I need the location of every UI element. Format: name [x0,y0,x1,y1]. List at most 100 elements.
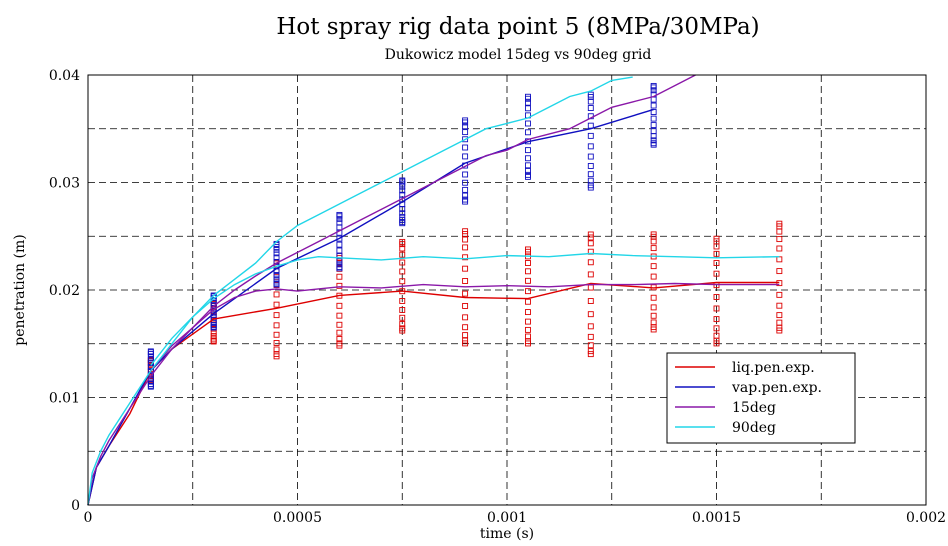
scatter-point [525,260,531,266]
scatter-point [713,316,720,323]
scatter-point [650,115,657,122]
scatter-point [776,268,783,275]
scatter-point [525,155,531,162]
y-tick-label: 0.03 [49,176,80,192]
chart-subtitle: Dukowicz model 15deg vs 90deg grid [385,47,652,63]
scatter-point [587,171,594,178]
scatter-point [650,122,657,129]
scatter-point [273,351,280,357]
scatter-point [273,346,280,353]
scatter-point [462,244,469,251]
scatter-point [525,326,531,333]
scatter-point [336,219,343,226]
series-line [150,252,780,366]
scatter-point [399,314,406,321]
grid [88,75,926,505]
scatter-point [525,288,531,295]
scatter-point [336,302,343,309]
scatter-point [210,310,217,317]
scatter-point [336,273,343,280]
series-line [87,281,780,506]
scatter-point [147,368,154,374]
legend-label: 90deg [732,420,776,436]
scatter-point [525,173,531,180]
scatter-point [462,303,469,309]
scatter-point [525,309,531,316]
scatter-point [399,298,406,304]
scatter-point [650,263,657,270]
scatter-point [650,273,657,280]
scatter-point [587,122,594,129]
scatter-point [525,120,531,127]
scatter-point [273,291,280,298]
scatter-point [399,191,406,198]
scatter-point [525,105,531,112]
scatter-point [525,99,531,106]
scatter-point [462,117,469,124]
scatter-point [399,187,406,194]
scatter-point [336,241,343,248]
scatter-point [462,171,469,178]
scatter-point [525,298,531,305]
scatter-point [336,211,343,218]
scatter-point [713,305,720,312]
series-lines [87,74,780,506]
scatter-point [713,235,720,242]
scatter-point [462,186,469,193]
scatter-point [776,220,783,227]
x-tick-label: 0.0005 [273,510,322,526]
scatter-point [273,275,280,282]
scatter-point [273,312,280,319]
legend-label: vap.pen.exp. [731,380,822,396]
scatter-point [587,259,594,266]
scatter-point [776,312,783,319]
scatter-point [462,314,469,321]
scatter-point [525,318,531,325]
scatter-point [587,98,594,105]
scatter-point [587,91,594,98]
scatter-point [399,259,406,266]
scatter-point [462,228,469,235]
scatter-point [273,301,280,308]
scatter-point [776,245,783,252]
scatter-point [462,332,469,339]
scatter-point [650,82,657,89]
x-tick-labels: 0 0.0005 0.001 0.0015 0.002 [84,510,947,526]
scatter-point [776,302,783,309]
scatter-point [713,332,720,339]
scatter-point [399,217,406,224]
scatter-point [776,228,783,235]
scatter-point [336,340,343,347]
scatter-point [650,294,657,301]
scatter-point [399,307,406,313]
scatter-point [399,321,406,327]
x-tick-label: 0.0015 [692,510,741,526]
scatter-point [273,331,280,338]
scatter-point [462,153,469,160]
series-line [150,282,780,372]
scatter-point [462,198,469,205]
y-tick-label: 0.04 [49,68,80,84]
legend-label: liq.pen.exp. [732,360,815,376]
scatter-point [650,128,657,134]
scatter-point [336,261,343,268]
scatter-point [525,268,531,275]
scatter-point [650,304,657,311]
scatter-point [587,284,594,291]
scatter-point [587,342,594,349]
x-tick-label: 0 [84,510,93,526]
scatter-point [713,260,720,267]
scatter-point [650,102,657,109]
scatter-point [525,93,531,100]
scatter-point [650,245,657,252]
scatter-point [525,162,531,169]
x-tick-label: 0.001 [487,510,527,526]
scatter-point [776,319,783,326]
scatter-point [210,332,217,339]
scatter-point [462,337,469,344]
scatter-point [336,329,343,336]
scatter-point [525,167,531,174]
scatter-point [587,231,594,238]
scatter-point [147,378,154,385]
